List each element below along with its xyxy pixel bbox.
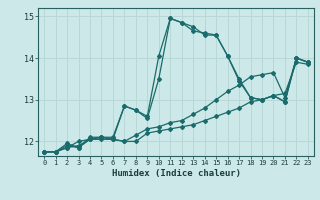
X-axis label: Humidex (Indice chaleur): Humidex (Indice chaleur) [111, 169, 241, 178]
